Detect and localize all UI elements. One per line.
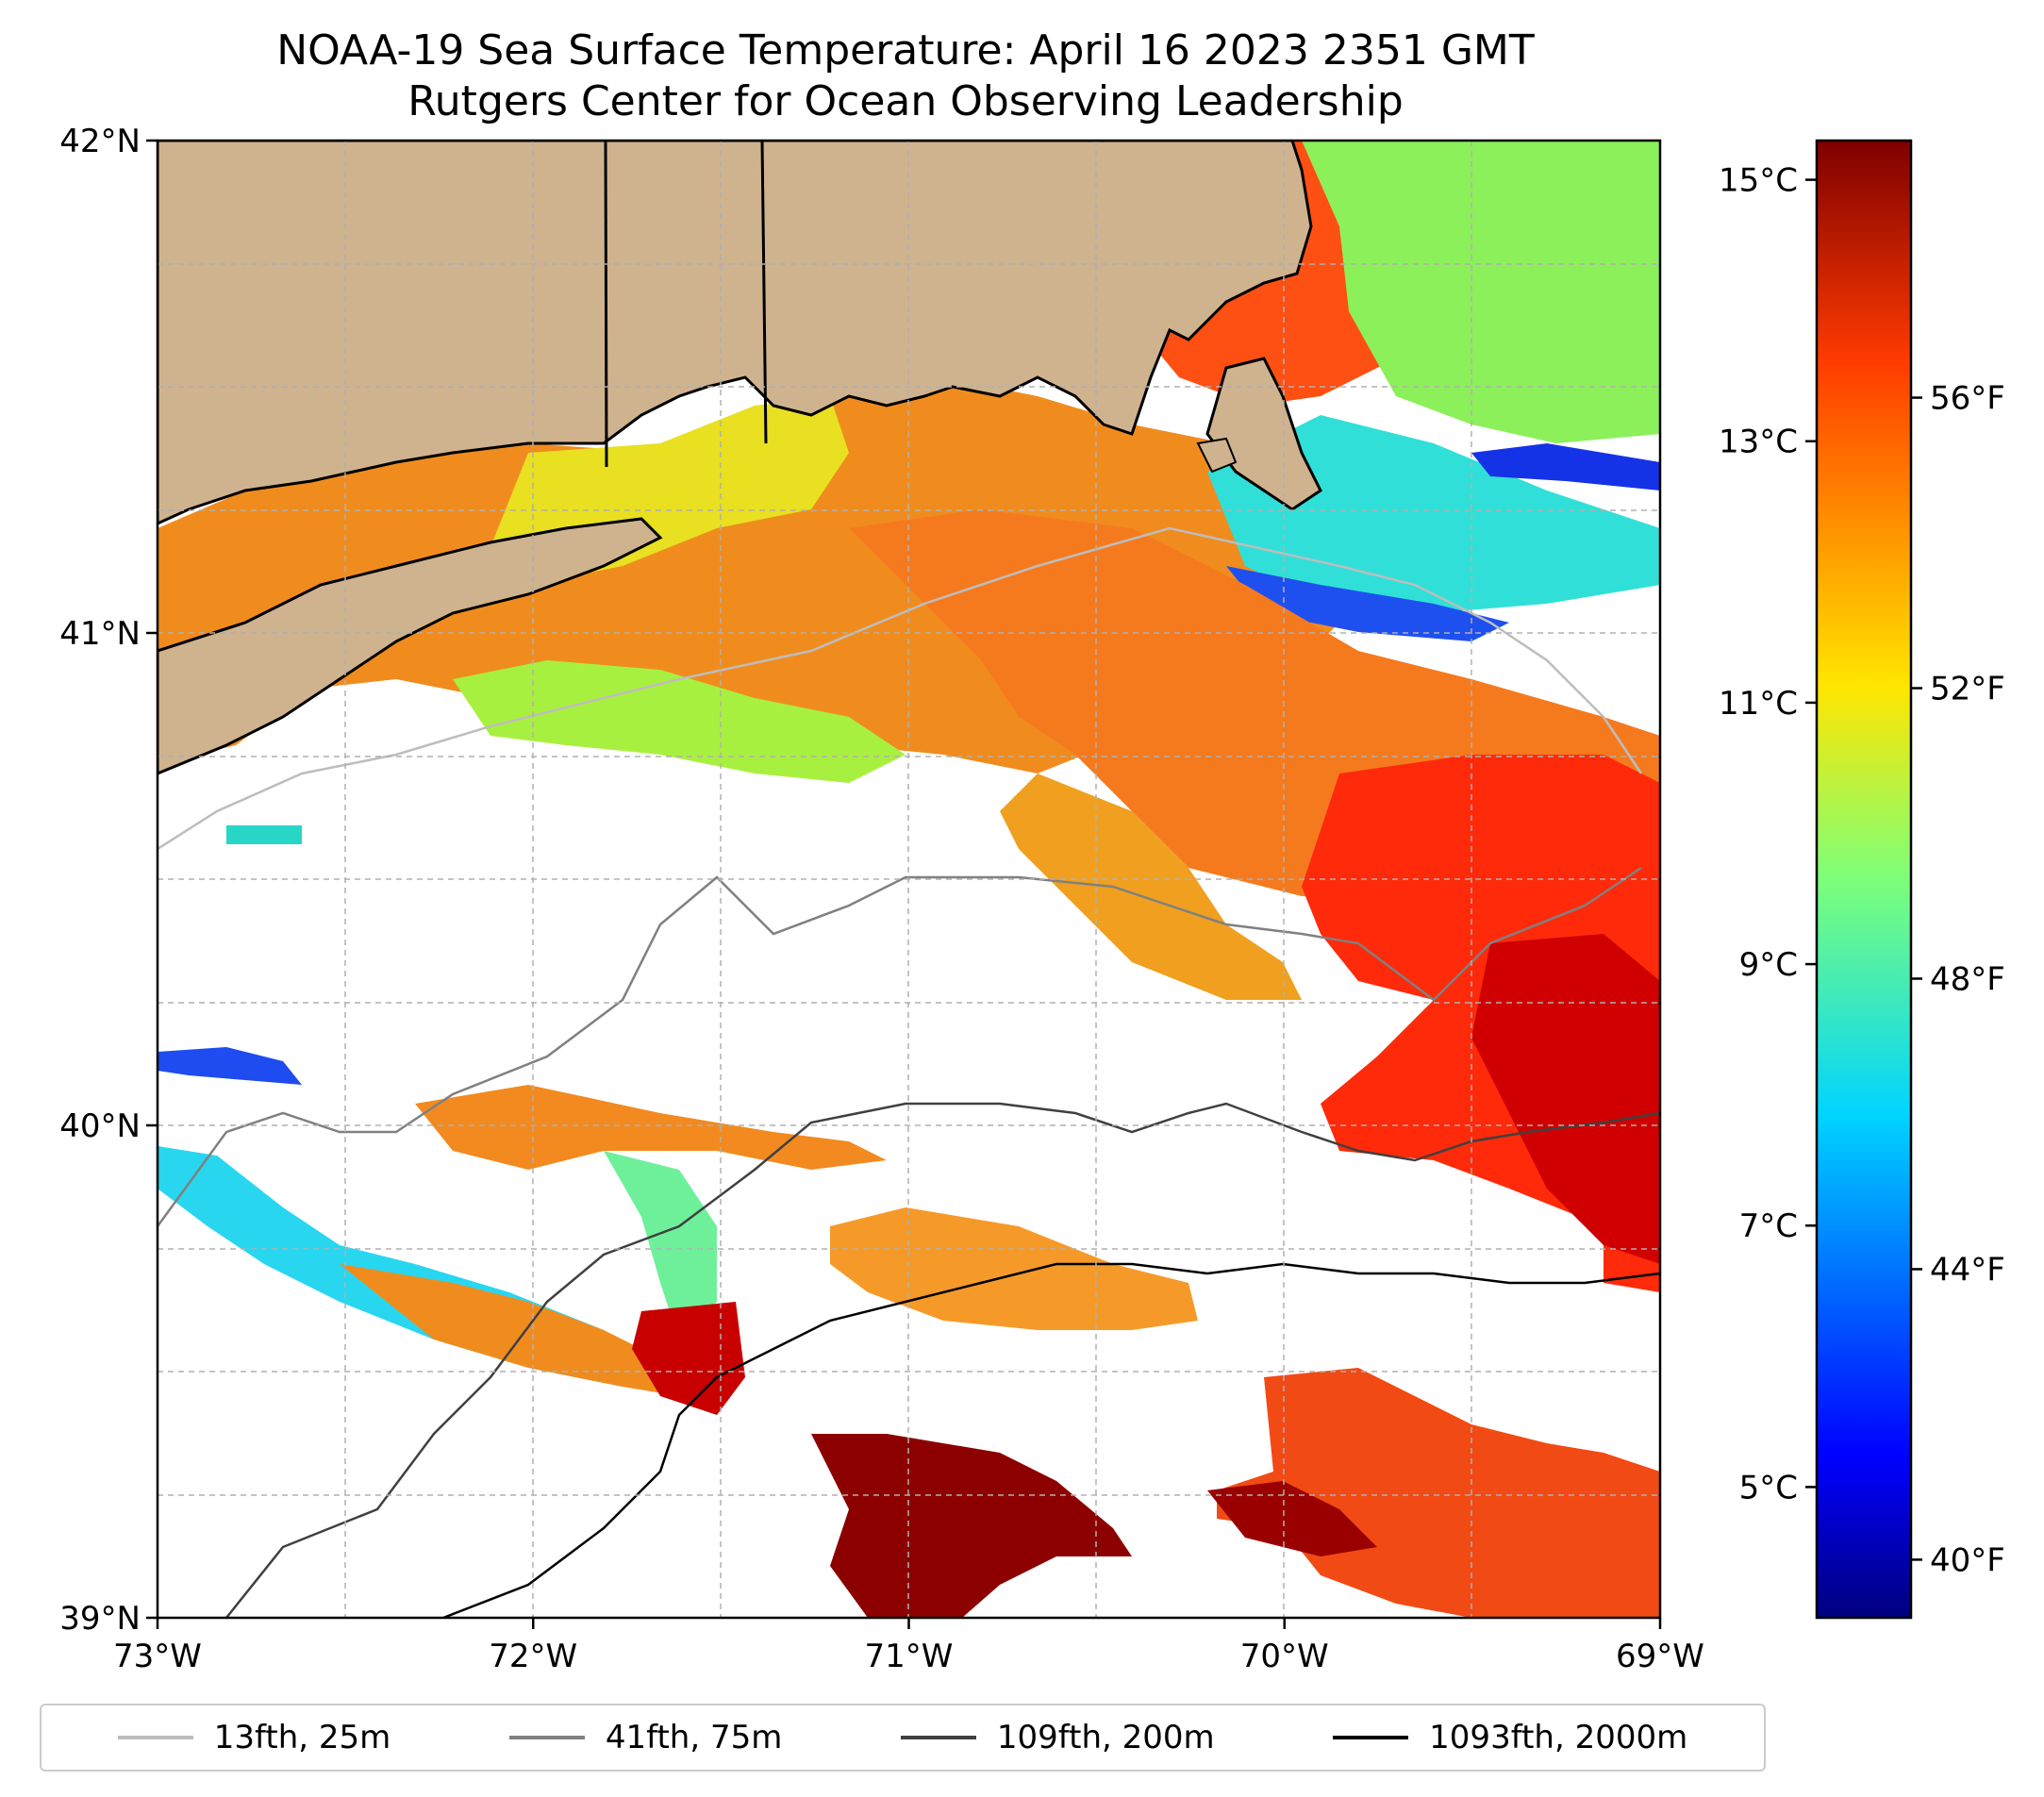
x-tick-label: 72°W [489,1638,577,1675]
sst-patch-mid-green [1000,774,1302,1000]
legend-line-icon [1333,1736,1409,1739]
gridlines [158,141,1660,1618]
sst-patch-southwest-orange [340,1264,679,1396]
fahrenheit-tick-label: 52°F [1930,671,2005,708]
isobath-25m [158,526,1643,851]
y-tick-label: 40°N [59,1107,141,1145]
legend-label: 1093fth, 2000m [1429,1719,1688,1756]
x-tick-label: 70°W [1240,1638,1329,1675]
colorbar-celsius-axis: 15°C 13°C 11°C 9°C 7°C 5°C [1719,162,1817,1506]
x-axis: 73°W 72°W 71°W 70°W 69°W [113,1618,1704,1675]
sst-patch-south-east-dark [1207,1481,1377,1556]
colorbar-fahrenheit-axis: 56°F 52°F 48°F 44°F 40°F [1911,380,2005,1579]
fahrenheit-tick-label: 48°F [1930,960,2005,998]
celsius-tick-label: 7°C [1739,1207,1798,1245]
legend-item-25m: 13fth, 25m [117,1719,391,1756]
legend-item-2000m: 1093fth, 2000m [1333,1719,1687,1756]
plot-area [158,141,1660,1618]
y-tick-label: 39°N [59,1600,141,1638]
bathymetry-contours [158,526,1660,1618]
sst-patch-southwest-green [604,1151,717,1339]
sst-patch-green-shelf [453,660,906,783]
sst-patch-blue-streak [1471,443,1660,491]
map-title: NOAA-19 Sea Surface Temperature: April 1… [276,26,1535,75]
y-tick-label: 41°N [59,615,141,653]
land-layer [158,141,1322,775]
isobath-200m [225,1102,1660,1618]
y-axis: 42°N 41°N 40°N 39°N [59,123,158,1638]
fahrenheit-tick-label: 56°F [1930,380,2005,418]
sst-patch-cyan-band [1207,415,1660,613]
x-tick-label: 71°W [865,1638,954,1675]
legend-label: 13fth, 25m [213,1719,391,1756]
land-block-island [1196,437,1238,474]
x-tick-label: 73°W [113,1638,202,1675]
sst-patch-east-dark-red [1471,934,1660,1264]
sst-patch-west-blue [158,1047,302,1085]
colorbar [1815,139,1913,1620]
celsius-tick-label: 11°C [1719,685,1798,723]
sst-patch-blue-streak-2 [1226,566,1509,641]
legend-label: 41fth, 75m [605,1719,783,1756]
land-long-island [158,517,663,775]
sst-patch-south-dark-red [811,1434,1132,1618]
sst-patch-hot-spot [632,1302,745,1415]
legend-label: 109fth, 200m [996,1719,1215,1756]
fahrenheit-tick-label: 40°F [1930,1541,2005,1579]
celsius-tick-label: 13°C [1719,424,1798,461]
sst-patch-south-orange-center [830,1207,1198,1330]
legend-line-icon [117,1736,193,1739]
land-connecticut-rhode-island [158,141,1313,525]
sst-patch-small-cyan [226,825,302,844]
sst-patch-northeast-green [1302,141,1660,443]
legend-line-icon [900,1736,976,1739]
legend-item-200m: 109fth, 200m [900,1719,1215,1756]
depth-legend: 13fth, 25m 41fth, 75m 109fth, 200m 1093f… [40,1704,1766,1772]
celsius-tick-label: 15°C [1719,162,1798,200]
state-boundaries [604,141,768,468]
x-tick-label: 69°W [1616,1638,1704,1675]
fahrenheit-tick-label: 44°F [1930,1251,2005,1289]
isobath-2000m [442,1262,1660,1618]
celsius-tick-label: 5°C [1739,1469,1798,1506]
celsius-tick-label: 9°C [1739,946,1798,984]
map-subtitle: Rutgers Center for Ocean Observing Leade… [407,77,1404,125]
legend-item-75m: 41fth, 75m [508,1719,783,1756]
isobath-75m [158,866,1642,1227]
legend-line-icon [508,1736,585,1739]
y-tick-label: 42°N [59,123,141,160]
